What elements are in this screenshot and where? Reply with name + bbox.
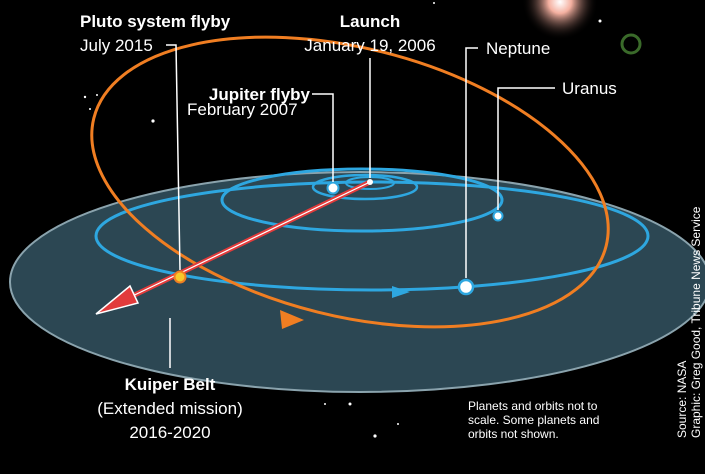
kuiper-line: 2016-2020: [129, 423, 210, 442]
launch-title: Launch: [340, 12, 400, 31]
earth: [367, 179, 373, 185]
uranus: [494, 212, 503, 221]
jupiter: [328, 183, 339, 194]
note-line: orbits not shown.: [468, 427, 559, 441]
neptune: [459, 280, 473, 294]
pluto-date: July 2015: [80, 36, 153, 55]
kuiper-line: (Extended mission): [97, 399, 243, 418]
page: Pluto system flyby July 2015 Launch Janu…: [0, 0, 705, 474]
pluto: [175, 272, 186, 283]
credit-source: Source: NASA: [675, 361, 689, 438]
neptune-label: Neptune: [486, 39, 550, 58]
note-line: scale. Some planets and: [468, 413, 599, 427]
note-line: Planets and orbits not to: [468, 399, 598, 413]
diagram: Pluto system flyby July 2015 Launch Janu…: [0, 0, 705, 474]
launch-date: January 19, 2006: [304, 36, 435, 55]
pluto-title: Pluto system flyby: [80, 12, 231, 31]
uranus-label: Uranus: [562, 79, 617, 98]
credit-graphic: Graphic: Greg Good, Tribune News Service: [689, 206, 703, 438]
kuiper-title: Kuiper Belt: [125, 375, 216, 394]
jupiter-date: February 2007: [187, 100, 298, 119]
